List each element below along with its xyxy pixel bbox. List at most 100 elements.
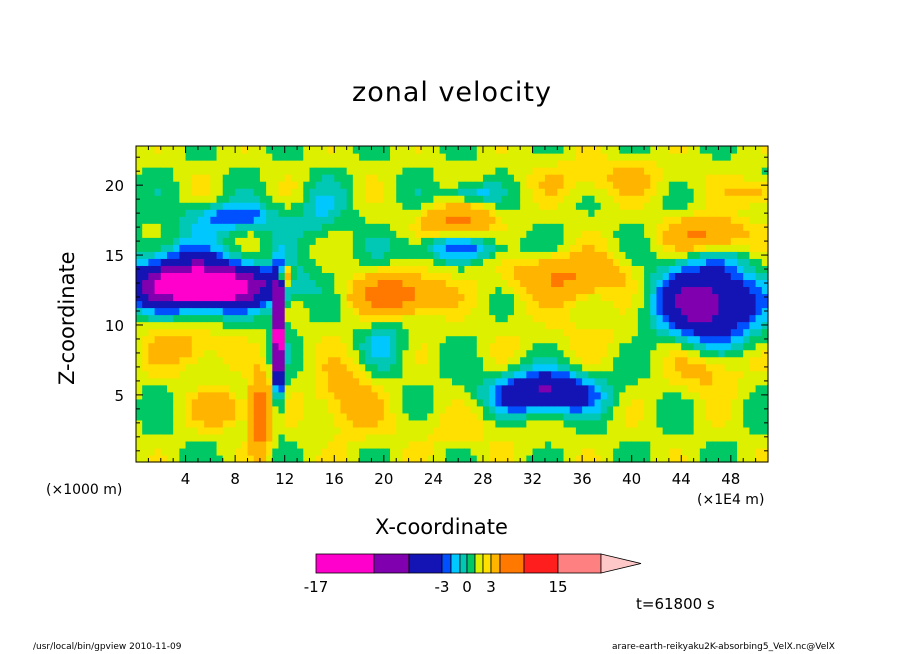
- field-cell: [600, 356, 608, 365]
- field-cell: [321, 412, 329, 421]
- field-cell: [551, 265, 558, 273]
- field-cell: [210, 209, 218, 217]
- field-cell: [383, 293, 391, 302]
- field-cell: [185, 195, 193, 203]
- field-cell: [557, 174, 565, 182]
- field-cell: [228, 440, 236, 449]
- field-cell: [377, 370, 385, 379]
- field-cell: [600, 258, 608, 266]
- field-cell: [737, 146, 744, 154]
- field-cell: [712, 321, 720, 330]
- field-cell: [476, 335, 484, 344]
- field-cell: [575, 307, 583, 316]
- field-cell: [328, 377, 335, 386]
- field-cell: [619, 300, 627, 309]
- field-cell: [619, 412, 627, 421]
- field-cell: [266, 433, 273, 442]
- field-cell: [334, 440, 342, 449]
- field-cell: [606, 279, 614, 288]
- field-cell: [668, 293, 676, 302]
- field-cell: [644, 251, 651, 259]
- field-cell: [321, 307, 329, 316]
- field-cell: [532, 237, 540, 245]
- field-cell: [334, 174, 342, 182]
- field-cell: [309, 454, 317, 463]
- field-cell: [749, 293, 757, 302]
- field-cell: [439, 398, 447, 407]
- field-cell: [557, 440, 565, 449]
- field-cell: [668, 356, 676, 365]
- field-cell: [582, 314, 589, 323]
- field-cell: [241, 307, 249, 316]
- field-cell: [507, 265, 515, 273]
- field-cell: [396, 181, 404, 189]
- field-cell: [489, 377, 496, 386]
- field-cell: [408, 237, 416, 245]
- field-cell: [656, 251, 664, 259]
- field-cell: [675, 405, 682, 414]
- field-cell: [297, 342, 304, 351]
- field-cell: [179, 181, 187, 189]
- field-cell: [154, 265, 162, 273]
- field-cell: [464, 202, 472, 210]
- field-cell: [538, 153, 546, 161]
- field-cell: [743, 419, 751, 428]
- field-cell: [315, 419, 323, 428]
- field-cell: [544, 433, 552, 442]
- field-cell: [526, 202, 534, 210]
- field-cell: [513, 209, 521, 217]
- field-cell: [390, 314, 397, 323]
- field-cell: [154, 272, 162, 281]
- field-cell: [396, 251, 404, 259]
- field-cell: [445, 328, 453, 337]
- field-cell: [160, 237, 168, 245]
- field-cell: [427, 377, 435, 386]
- field-cell: [272, 307, 280, 316]
- field-cell: [340, 279, 348, 288]
- field-cell: [730, 307, 738, 316]
- field-cell: [464, 286, 472, 295]
- field-cell: [142, 195, 149, 203]
- field-cell: [309, 328, 317, 337]
- field-cell: [544, 307, 552, 316]
- field-cell: [582, 202, 589, 210]
- field-cell: [259, 195, 267, 203]
- field-cell: [173, 307, 180, 316]
- field-cell: [365, 223, 373, 231]
- field-cell: [588, 377, 596, 386]
- field-cell: [706, 223, 713, 231]
- field-cell: [712, 258, 720, 266]
- field-cell: [501, 363, 509, 372]
- field-cell: [743, 342, 751, 351]
- field-cell: [266, 328, 273, 337]
- field-cell: [668, 447, 676, 456]
- field-cell: [507, 419, 515, 428]
- field-cell: [476, 223, 484, 231]
- field-cell: [544, 391, 552, 400]
- field-cell: [693, 405, 701, 414]
- field-cell: [687, 272, 695, 281]
- field-cell: [625, 419, 633, 428]
- field-cell: [278, 419, 286, 428]
- field-cell: [241, 321, 249, 330]
- field-cell: [421, 419, 428, 428]
- field-cell: [204, 244, 211, 252]
- field-cell: [476, 433, 484, 442]
- field-cell: [284, 363, 292, 372]
- field-cell: [693, 146, 701, 154]
- field-cell: [495, 188, 503, 196]
- field-cell: [185, 293, 193, 302]
- field-cell: [575, 223, 583, 231]
- field-cell: [340, 454, 348, 463]
- field-cell: [693, 328, 701, 337]
- field-cell: [160, 370, 168, 379]
- field-cell: [390, 174, 397, 182]
- field-cell: [290, 258, 298, 266]
- field-cell: [334, 447, 342, 456]
- field-cell: [582, 251, 589, 259]
- field-cell: [675, 412, 682, 421]
- field-cell: [259, 237, 267, 245]
- field-cell: [712, 244, 720, 252]
- field-cell: [582, 174, 589, 182]
- field-cell: [489, 314, 496, 323]
